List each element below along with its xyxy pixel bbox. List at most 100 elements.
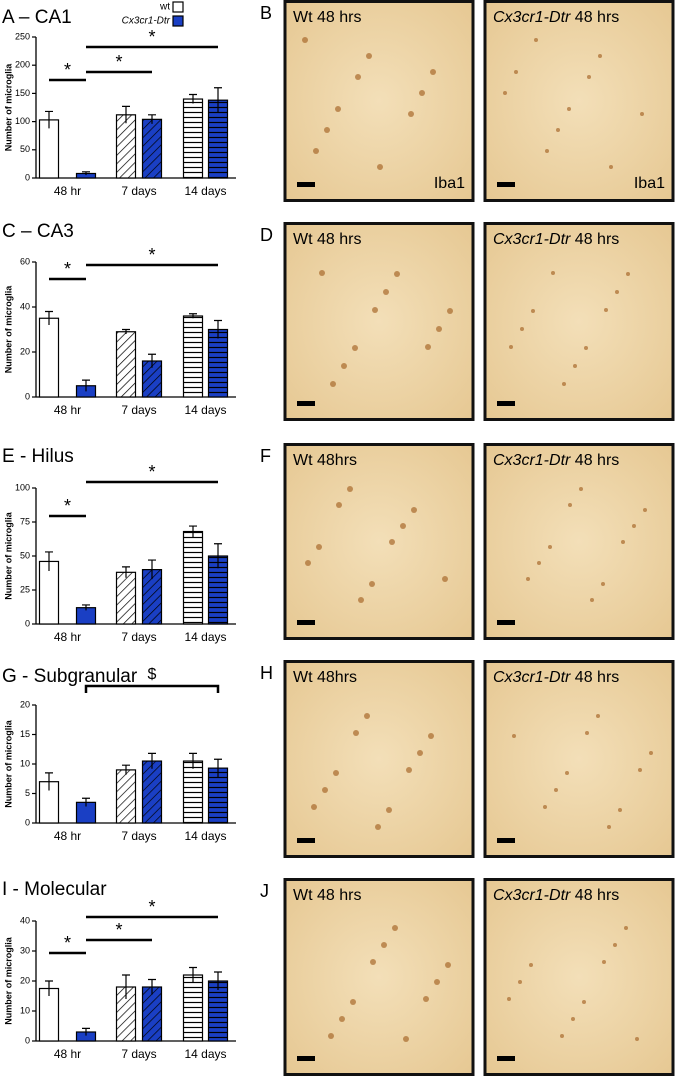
panel-letter: D	[260, 225, 273, 245]
x-tick-label: 48 hr	[54, 184, 81, 198]
error-bar	[82, 379, 90, 392]
chart-title: G - Subgranular	[2, 666, 138, 687]
scale-bar	[497, 1056, 515, 1061]
scale-bar	[297, 620, 315, 625]
cell	[602, 960, 606, 964]
scale-bar	[297, 1056, 315, 1061]
cell	[567, 107, 571, 111]
cell	[632, 524, 636, 528]
micrograph	[283, 660, 475, 858]
error-bar	[214, 319, 222, 339]
cell	[571, 1017, 575, 1021]
x-tick-label: 7 days	[121, 184, 156, 198]
cell	[355, 74, 361, 80]
cell	[377, 164, 383, 170]
cell	[545, 149, 549, 153]
error-bar	[189, 313, 197, 319]
significance-label: *	[115, 920, 122, 940]
x-tick-label: 48 hr	[54, 829, 81, 843]
micrograph	[283, 222, 475, 421]
cell	[618, 808, 622, 812]
x-tick-label: 48 hr	[54, 403, 81, 417]
micrograph	[483, 660, 675, 858]
error-bar	[82, 1027, 90, 1036]
cell	[394, 271, 400, 277]
cell	[514, 70, 518, 74]
cell	[333, 770, 339, 776]
panel-letter: J	[260, 881, 269, 901]
image-label: Wt 48hrs	[293, 452, 357, 469]
image-label-genotype: Cx3cr1-Dtr	[493, 231, 571, 248]
significance-label: *	[64, 60, 71, 80]
y-tick-label: 250	[15, 31, 30, 41]
cell	[406, 767, 412, 773]
scale-bar	[497, 182, 515, 187]
x-tick-label: 14 days	[184, 630, 226, 644]
cell	[386, 807, 392, 813]
significance-label: *	[148, 462, 155, 482]
significance-label: *	[115, 52, 122, 72]
cell	[601, 582, 605, 586]
cell	[316, 544, 322, 550]
micrograph	[483, 222, 675, 421]
cell	[434, 979, 440, 985]
significance-label: $	[148, 666, 157, 683]
y-tick-label: 15	[20, 729, 30, 739]
chart-title: I - Molecular	[2, 879, 107, 900]
significance-label: *	[148, 897, 155, 917]
cell	[350, 999, 356, 1005]
image-label: Wt 48 hrs	[293, 9, 361, 26]
cell	[353, 730, 359, 736]
error-bar	[214, 87, 222, 113]
cell	[643, 508, 647, 512]
cell	[311, 804, 317, 810]
cell	[635, 1037, 639, 1041]
error-bar	[82, 604, 90, 611]
x-tick-label: 14 days	[184, 184, 226, 198]
cell	[445, 962, 451, 968]
y-axis-label: Number of microglia	[3, 63, 13, 152]
scale-bar	[297, 182, 315, 187]
y-tick-label: 0	[25, 1035, 30, 1045]
y-tick-label: 150	[15, 88, 30, 98]
cell	[509, 345, 513, 349]
cell	[512, 734, 516, 738]
cell	[302, 37, 308, 43]
stain-label: Iba1	[634, 175, 665, 192]
error-bar	[214, 543, 222, 569]
bar	[38, 317, 60, 398]
cell	[322, 787, 328, 793]
cell	[330, 381, 336, 387]
cell	[520, 327, 524, 331]
cell	[324, 127, 330, 133]
y-tick-label: 60	[20, 256, 30, 266]
chart-title: A – CA1	[2, 7, 72, 28]
cell	[582, 1000, 586, 1004]
cell	[638, 768, 642, 772]
cell	[626, 272, 630, 276]
bar	[141, 760, 163, 824]
micrograph	[283, 0, 475, 202]
error-bar	[45, 310, 53, 325]
cell	[649, 751, 653, 755]
significance-label: *	[64, 933, 71, 953]
error-bar	[122, 105, 130, 124]
cell	[358, 597, 364, 603]
error-bar	[148, 978, 156, 995]
cell	[568, 503, 572, 507]
image-label-time: 48 hrs	[575, 231, 619, 248]
cell	[447, 308, 453, 314]
significance-label: *	[148, 27, 155, 47]
cell	[370, 959, 376, 965]
cell	[615, 290, 619, 294]
significance-bracket	[84, 684, 220, 693]
cell	[341, 363, 347, 369]
significance-label: *	[64, 259, 71, 279]
y-tick-label: 10	[20, 1005, 30, 1015]
cell	[364, 713, 370, 719]
cell	[556, 128, 560, 132]
cell	[366, 53, 372, 59]
cell	[352, 345, 358, 351]
y-tick-label: 10	[20, 758, 30, 768]
x-tick-label: 7 days	[121, 1047, 156, 1061]
